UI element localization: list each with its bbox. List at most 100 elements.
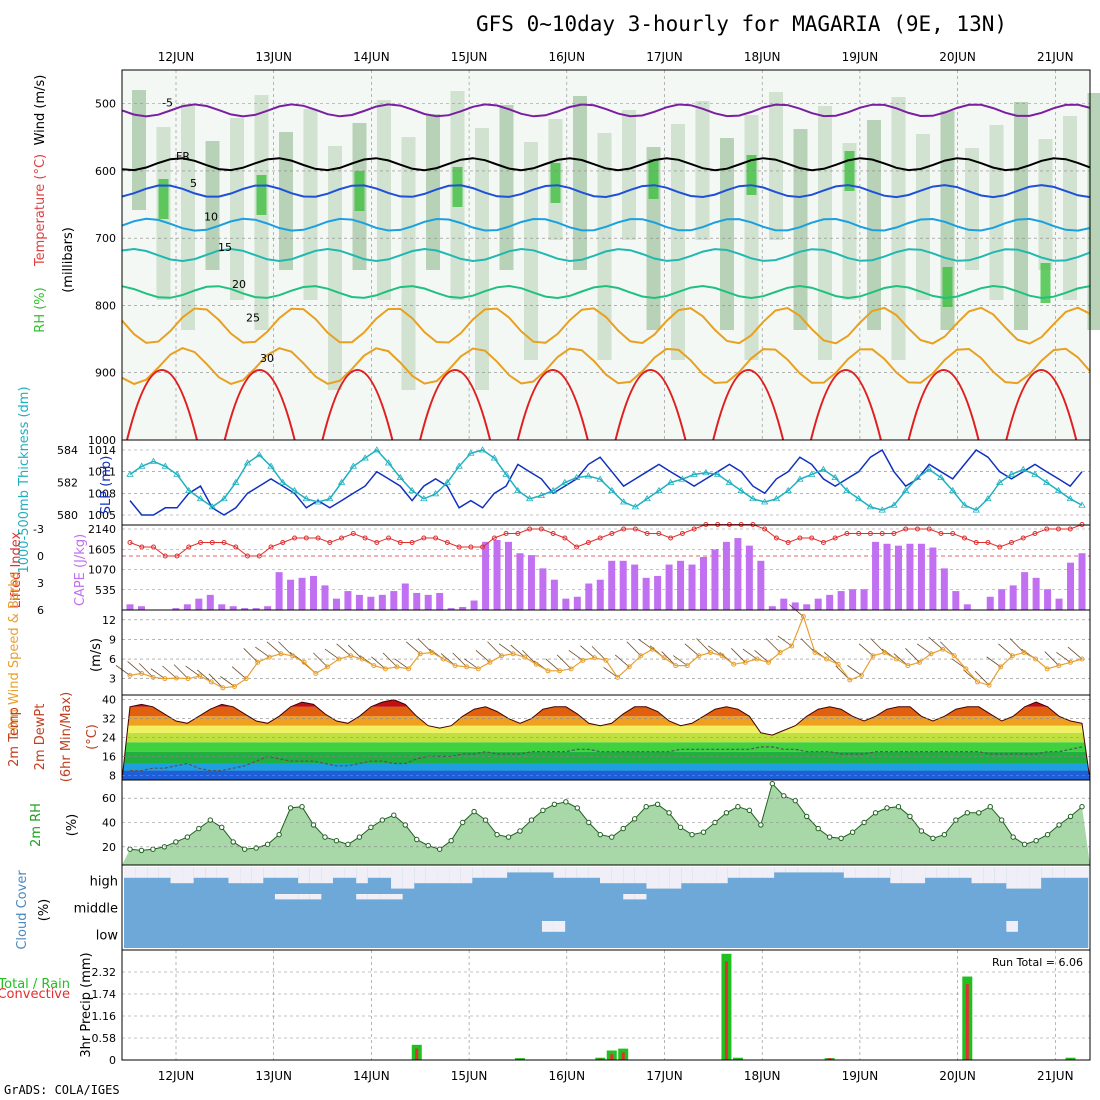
li-tick-label: 0 [37,550,44,563]
wind-barb [510,644,525,658]
li-point [785,540,791,545]
cloud-cell [240,921,253,948]
slp-thickness-panel: 1005 1008 1011 1014 580 582 584 1000-500mb Thic… [17,386,1091,574]
cloud-clear [565,867,578,878]
isotherm-line-hot [419,369,492,441]
cape-bar [1021,572,1029,610]
li-point [997,544,1003,550]
cape-bar [1067,562,1075,610]
li-point [656,531,662,536]
rh-point [241,846,248,852]
cloud-cell [1017,894,1031,921]
cloud-clear [867,867,880,878]
cloud-cell [681,921,694,948]
cape-bar [355,594,363,610]
isotherm-line-hot [223,369,296,441]
li-point [914,526,920,532]
li-point [198,540,204,545]
wind-barb [789,604,804,617]
thickness-point [866,503,875,510]
cloud-clear [298,894,311,900]
cloud-cell [878,894,891,921]
rh-point [689,831,695,838]
cape-bar [791,602,799,610]
cape-bar [631,564,639,610]
rh-point [574,805,581,811]
rh-point [368,824,374,831]
cloud-cell [460,921,473,948]
thickness-point [854,494,863,502]
cloud-cell [147,894,160,921]
cloud-cell [634,894,648,921]
cloud-clear [379,894,392,900]
rh-point [448,838,454,844]
cloud-cell [1006,894,1019,921]
thickness-point [608,486,616,494]
rh-band [916,134,930,300]
li-point [374,540,380,545]
cloud-cell [959,894,973,921]
temp-band [122,699,1090,700]
wind-speed-point [916,659,922,665]
isotherm-label: 5 [190,177,197,190]
cloud-clear [901,867,915,884]
wind-speed-point [1009,653,1015,659]
thickness-point [1043,478,1051,485]
y-tick-label: 32 [102,713,116,726]
rh-point [1079,804,1085,810]
cloud-cell [855,894,868,921]
rh-band [744,115,759,360]
li-point [491,535,497,541]
thickness-point [737,486,745,494]
cloud-cell [623,894,636,921]
cloud-clear [391,894,404,900]
cloud-cell [762,921,775,948]
legend-total: Total / Rain [0,977,70,992]
y-tick-label: 800 [95,299,116,312]
cloud-clear [1029,867,1042,889]
wind-speed-point [951,653,957,659]
y-axis-label: Temperature (°C) [33,154,48,267]
li-point [762,526,768,532]
rh-point [1044,831,1051,838]
wind-speed-point [417,651,423,657]
li-point [127,540,133,545]
rh-point [528,817,535,823]
cape-bar [287,579,295,610]
cloud-clear [785,867,799,873]
wind-speed-point [975,679,981,685]
cloud-clear [774,867,787,873]
cape-bar [872,541,880,610]
cloud-clear [1017,867,1031,889]
rh-band [818,106,832,360]
wind-barb [231,666,247,679]
rh-point [173,839,179,845]
cloud-clear [414,867,427,884]
cloud-cell [867,921,880,948]
thickness-point [643,494,651,502]
rh-band [720,138,734,330]
thickness-point [490,454,499,461]
rh-band [597,133,612,360]
cape-bar [894,545,902,610]
wind-barb [696,638,711,653]
cloud-cell [588,894,601,921]
y-axis-label: 10m Wind Speed & Barbs [7,572,22,739]
wind-barb [731,648,746,663]
thickness-point [279,478,287,485]
thickness-point [525,494,534,502]
wind-speed-point [998,664,1004,670]
cloud-cell [1017,921,1031,948]
rh-point [895,804,902,810]
cloud-cell [309,921,323,948]
rh-point [1010,834,1016,840]
wind-barb [568,650,584,661]
cape-bar [436,592,444,610]
rh-core [256,175,267,215]
cloud-cell [170,921,183,948]
isotherm-line [121,306,1091,345]
wind-barb [858,643,874,657]
cloud-cell [774,894,787,921]
cloud-cell [1052,921,1066,948]
isotherm-line-hot [907,369,980,441]
